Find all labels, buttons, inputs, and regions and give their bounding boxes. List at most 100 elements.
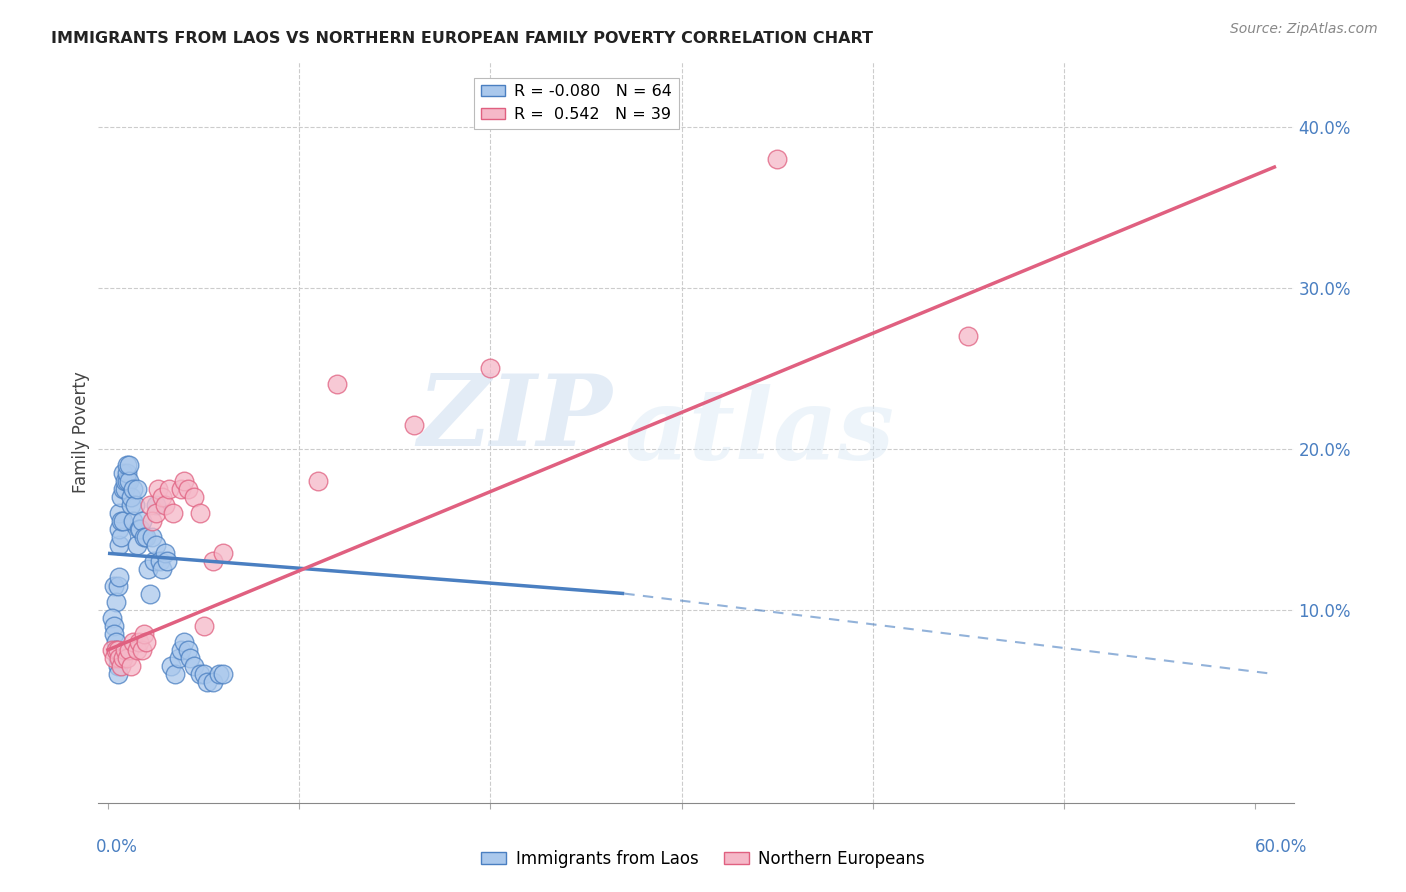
Point (135, 530, 157, 544)
Point (402, 417, 425, 432)
Text: ZIP: ZIP (418, 369, 613, 466)
Point (156, 554, 179, 568)
Point (136, 562, 159, 576)
Point (167, 651, 190, 665)
Point (129, 522, 152, 536)
Point (112, 514, 135, 528)
Point (142, 554, 165, 568)
Point (134, 530, 156, 544)
Point (211, 667, 233, 681)
Point (211, 546, 233, 560)
Point (157, 482, 180, 496)
Point (141, 530, 163, 544)
Point (104, 635, 127, 649)
Point (326, 377, 349, 392)
Text: IMMIGRANTS FROM LAOS VS NORTHERN EUROPEAN FAMILY POVERTY CORRELATION CHART: IMMIGRANTS FROM LAOS VS NORTHERN EUROPEA… (51, 31, 873, 46)
Point (150, 490, 173, 504)
Point (125, 643, 148, 657)
Legend: R = -0.080   N = 64, R =  0.542   N = 39: R = -0.080 N = 64, R = 0.542 N = 39 (474, 78, 679, 128)
Point (188, 506, 211, 520)
Point (202, 554, 225, 568)
Point (115, 474, 138, 488)
Point (150, 562, 173, 576)
Text: Source: ZipAtlas.com: Source: ZipAtlas.com (1230, 22, 1378, 37)
Point (108, 522, 131, 536)
Point (120, 659, 142, 673)
Point (155, 546, 177, 560)
Text: atlas: atlas (624, 384, 894, 481)
Y-axis label: Family Poverty: Family Poverty (72, 372, 90, 493)
Point (139, 498, 162, 512)
Point (146, 482, 169, 496)
Point (125, 482, 148, 496)
Point (118, 458, 141, 472)
Point (128, 635, 150, 649)
Point (131, 643, 153, 657)
Point (103, 627, 125, 641)
Point (208, 667, 231, 681)
Point (108, 651, 131, 665)
Point (766, 152, 789, 166)
Point (160, 659, 183, 673)
Point (112, 651, 135, 665)
Point (114, 482, 136, 496)
Point (121, 482, 143, 496)
Point (103, 619, 125, 633)
Point (108, 538, 131, 552)
Point (101, 643, 124, 657)
Point (134, 627, 156, 641)
Point (124, 498, 146, 512)
Point (107, 643, 129, 657)
Point (169, 482, 191, 496)
Point (115, 458, 138, 472)
Point (120, 498, 142, 512)
Point (139, 586, 162, 600)
Point (135, 635, 157, 649)
Point (110, 530, 132, 544)
Point (107, 651, 129, 665)
Point (108, 570, 131, 584)
Point (188, 667, 211, 681)
Point (107, 578, 129, 592)
Point (118, 643, 141, 657)
Point (479, 361, 502, 376)
Point (193, 667, 215, 681)
Legend: Immigrants from Laos, Northern Europeans: Immigrants from Laos, Northern Europeans (474, 844, 932, 875)
Text: 60.0%: 60.0% (1256, 838, 1308, 856)
Point (957, 329, 980, 343)
Point (177, 643, 200, 657)
Point (183, 490, 205, 504)
Point (169, 643, 191, 657)
Point (125, 538, 148, 552)
Point (104, 643, 127, 657)
Point (145, 498, 167, 512)
Point (162, 506, 184, 520)
Point (101, 610, 124, 624)
Point (128, 522, 150, 536)
Point (115, 466, 138, 480)
Point (112, 466, 135, 480)
Point (114, 474, 136, 488)
Point (118, 474, 141, 488)
Point (104, 594, 127, 608)
Point (177, 482, 200, 496)
Point (149, 554, 172, 568)
Point (131, 514, 153, 528)
Point (173, 474, 195, 488)
Point (202, 675, 225, 690)
Point (307, 474, 329, 488)
Point (121, 514, 143, 528)
Text: 0.0%: 0.0% (96, 838, 138, 856)
Point (107, 667, 129, 681)
Point (108, 506, 131, 520)
Point (112, 482, 135, 496)
Point (145, 538, 167, 552)
Point (121, 635, 143, 649)
Point (103, 578, 125, 592)
Point (173, 635, 195, 649)
Point (115, 651, 138, 665)
Point (155, 498, 177, 512)
Point (193, 619, 215, 633)
Point (103, 651, 125, 665)
Point (110, 659, 132, 673)
